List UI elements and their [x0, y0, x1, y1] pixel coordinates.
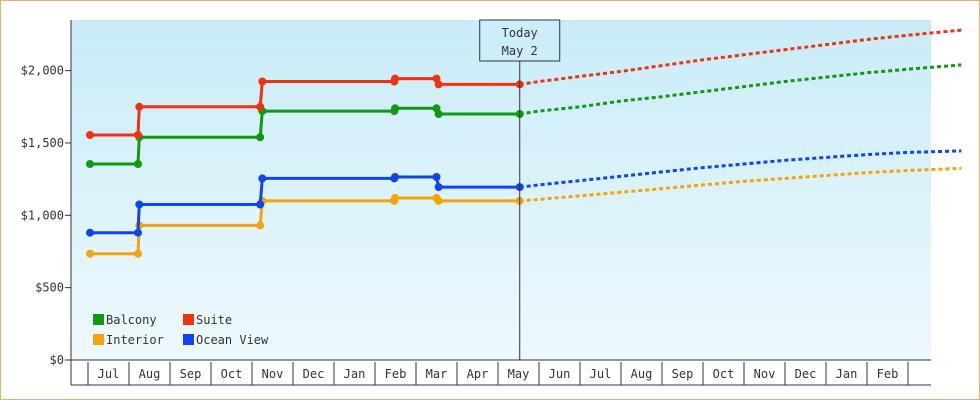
data-point	[258, 77, 267, 86]
series-interior	[86, 166, 962, 258]
x-tick-label: Oct	[713, 367, 735, 381]
legend-item: Balcony	[93, 313, 157, 327]
data-point	[391, 173, 400, 181]
x-tick-label: Nov	[754, 367, 776, 381]
legend-label: Ocean View	[196, 333, 269, 347]
legend-swatch	[183, 334, 194, 345]
legend-label: Balcony	[106, 313, 157, 327]
legend-label: Suite	[196, 313, 232, 327]
data-point	[135, 200, 144, 209]
y-tick-label: $2,000	[21, 64, 64, 78]
data-point	[134, 228, 142, 237]
x-tick-label: May	[508, 367, 530, 381]
series-forecast-line	[519, 166, 962, 203]
series-balcony	[86, 63, 962, 168]
data-point	[86, 131, 94, 139]
legend-label: Interior	[106, 333, 164, 347]
data-point	[86, 160, 94, 168]
x-tick-label: Jul	[590, 367, 612, 381]
data-point	[135, 102, 144, 111]
data-point	[434, 80, 443, 89]
x-tick-label: Sep	[672, 367, 694, 381]
legend-swatch	[93, 314, 104, 325]
x-tick-label: Aug	[631, 367, 653, 381]
data-point	[432, 173, 441, 181]
series-line	[90, 175, 520, 235]
series-forecast-line	[519, 63, 962, 116]
x-tick-label: Mar	[426, 367, 448, 381]
series-forecast-line	[519, 28, 962, 86]
data-point	[391, 74, 400, 83]
legend-swatch	[93, 334, 104, 345]
x-tick-label: Apr	[467, 367, 489, 381]
today-box	[479, 19, 561, 62]
data-point	[256, 133, 265, 142]
legend-item: Suite	[183, 313, 232, 327]
data-point	[134, 160, 142, 168]
y-tick-label: $1,000	[21, 208, 64, 222]
data-point	[391, 104, 400, 113]
x-tick-label: Aug	[139, 367, 161, 381]
today-label: Today	[502, 26, 538, 40]
data-point	[434, 196, 443, 205]
legend-swatch	[183, 314, 194, 325]
x-tick-label: Nov	[262, 367, 284, 381]
data-point	[134, 131, 142, 139]
x-tick-label: Feb	[385, 367, 407, 381]
y-tick-label: $0	[50, 353, 64, 367]
data-point	[391, 194, 400, 202]
y-tick-label: $500	[35, 281, 64, 295]
x-tick-label: Sep	[180, 367, 202, 381]
x-tick-label: Dec	[795, 367, 817, 381]
data-point	[256, 200, 265, 209]
data-point	[434, 110, 443, 118]
series-ocean-view	[86, 149, 962, 237]
y-tick-label: $1,500	[21, 136, 64, 150]
x-tick-label: Feb	[877, 367, 899, 381]
x-tick-label: Oct	[221, 367, 243, 381]
plot-area	[71, 20, 931, 360]
x-tick-label: Jan	[344, 367, 366, 381]
legend-item: Interior	[93, 333, 164, 347]
x-tick-label: Jan	[836, 367, 858, 381]
data-point	[434, 183, 443, 192]
data-point	[86, 228, 94, 237]
series-suite	[86, 28, 962, 139]
series-forecast-line	[519, 149, 962, 189]
data-point	[256, 102, 265, 111]
data-point	[134, 249, 142, 258]
today-date: May 2	[502, 44, 538, 58]
x-tick-label: Dec	[303, 367, 325, 381]
legend-item: Ocean View	[183, 333, 269, 347]
data-point	[256, 221, 265, 230]
data-point	[258, 174, 267, 183]
data-point	[86, 249, 94, 258]
x-tick-label: Jul	[98, 367, 120, 381]
x-tick-label: Jun	[549, 367, 571, 381]
